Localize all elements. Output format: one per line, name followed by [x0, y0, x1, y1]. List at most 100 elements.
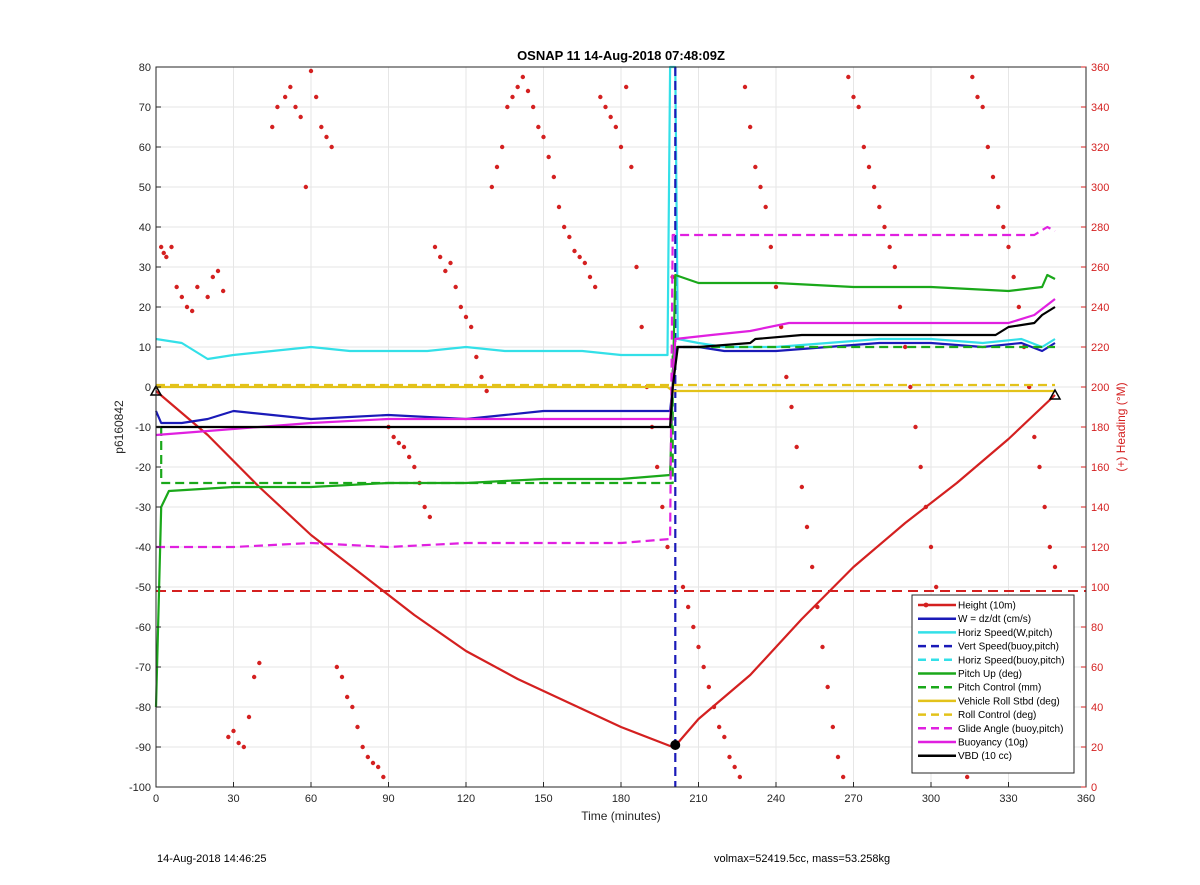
heading-point [453, 284, 458, 290]
heading-point [995, 204, 1001, 210]
heading-point [809, 564, 815, 570]
heading-point [396, 440, 402, 446]
heading-point [722, 734, 727, 740]
heading-point [1001, 224, 1006, 230]
heading-point [443, 268, 448, 274]
x-tick-label: 240 [767, 793, 785, 805]
heading-point [887, 244, 892, 250]
y2-axis-label: (+) Heading (°M) [1114, 382, 1128, 471]
heading-point [556, 204, 562, 210]
y-tick-label: 20 [139, 302, 151, 314]
y2-tick-label: 40 [1091, 702, 1103, 714]
footer-summary: volmax=52419.5cc, mass=53.258kg [714, 853, 891, 865]
heading-point [1042, 504, 1047, 510]
legend-box [911, 594, 1075, 774]
heading-point [654, 464, 660, 470]
y-tick-label: 70 [139, 102, 151, 114]
heading-point [515, 84, 520, 90]
x-tick-label: 60 [305, 793, 317, 805]
legend-label: Horiz Speed(W,pitch) [958, 628, 1052, 639]
series-line [156, 225, 1056, 549]
heading-point [892, 264, 898, 270]
heading-point [804, 524, 810, 530]
heading-point [572, 248, 577, 254]
heading-point [840, 774, 846, 780]
heading-point [427, 514, 433, 520]
y2-tick-label: 20 [1091, 742, 1103, 754]
heading-point [319, 124, 324, 130]
heading-point [298, 114, 303, 120]
heading-point [195, 284, 200, 290]
y-tick-label: 40 [139, 222, 151, 234]
heading-point [1006, 244, 1011, 250]
heading-point [1052, 564, 1058, 570]
heading-point [499, 144, 505, 150]
y2-tick-label: 280 [1091, 222, 1109, 234]
heading-point [685, 604, 691, 610]
y2-tick-label: 300 [1091, 182, 1109, 194]
y2-tick-label: 60 [1091, 662, 1103, 674]
heading-point [980, 104, 985, 110]
heading-point [582, 260, 588, 266]
y2-tick-label: 220 [1091, 342, 1109, 354]
heading-point [825, 684, 830, 690]
heading-point [763, 204, 768, 210]
legend-label: W = dz/dt (cm/s) [958, 614, 1031, 625]
heading-point [324, 134, 329, 140]
heading-point [629, 164, 634, 170]
heading-point [189, 308, 195, 314]
y-tick-label: 0 [145, 382, 151, 394]
y2-tick-label: 160 [1091, 462, 1109, 474]
heading-point [179, 294, 185, 300]
legend-label: Buoyancy (10g) [958, 738, 1028, 749]
y-tick-label: -100 [129, 782, 151, 794]
heading-point [660, 504, 665, 510]
x-tick-label: 330 [999, 793, 1017, 805]
y-axis-ticks: -100-90-80-70-60-50-40-30-20-10010203040… [129, 62, 161, 794]
x-tick-label: 30 [227, 793, 239, 805]
heading-point [546, 154, 551, 160]
heading-point [220, 288, 226, 294]
heading-point [877, 204, 882, 210]
triangle-marker [1048, 388, 1062, 400]
heading-point [381, 774, 386, 780]
x-tick-label: 150 [534, 793, 552, 805]
heading-point [365, 754, 371, 760]
heading-point [510, 94, 515, 100]
chart-title: OSNAP 11 14-Aug-2018 07:48:09Z [517, 48, 725, 63]
y-tick-label: 10 [139, 342, 151, 354]
y-tick-label: -10 [135, 422, 151, 434]
heading-point [742, 84, 748, 90]
heading-point [758, 184, 763, 190]
heading-point [897, 304, 903, 310]
y-tick-label: 60 [139, 142, 151, 154]
heading-point [706, 684, 712, 690]
heading-point [799, 484, 805, 490]
heading-point [1037, 464, 1042, 470]
heading-point [882, 224, 887, 230]
heading-point [990, 174, 996, 180]
heading-point [851, 94, 856, 100]
heading-point [665, 544, 670, 550]
heading-point [406, 454, 412, 460]
heading-point [727, 754, 732, 760]
y2-tick-label: 180 [1091, 422, 1109, 434]
x-tick-label: 0 [153, 793, 159, 805]
heading-point [303, 184, 309, 190]
legend-label: Horiz Speed(buoy,pitch) [958, 655, 1065, 666]
heading-point [205, 294, 210, 300]
heading-point [329, 144, 334, 150]
legend-label: Height (10m) [958, 601, 1016, 612]
series-lines [154, 65, 1056, 787]
heading-point [231, 728, 236, 734]
heading-point [525, 88, 531, 94]
legend-marker [923, 602, 929, 608]
heading-point [835, 754, 841, 760]
legend-label: Glide Angle (buoy,pitch) [958, 724, 1063, 735]
y-tick-label: -20 [135, 462, 151, 474]
x-tick-label: 180 [612, 793, 630, 805]
x-tick-label: 120 [457, 793, 475, 805]
heading-point [789, 404, 794, 410]
heading-point [1047, 544, 1053, 550]
x-axis-ticks: 0 30 60 90 120 150 180 210 240 270 300 330 360 [153, 782, 1095, 805]
